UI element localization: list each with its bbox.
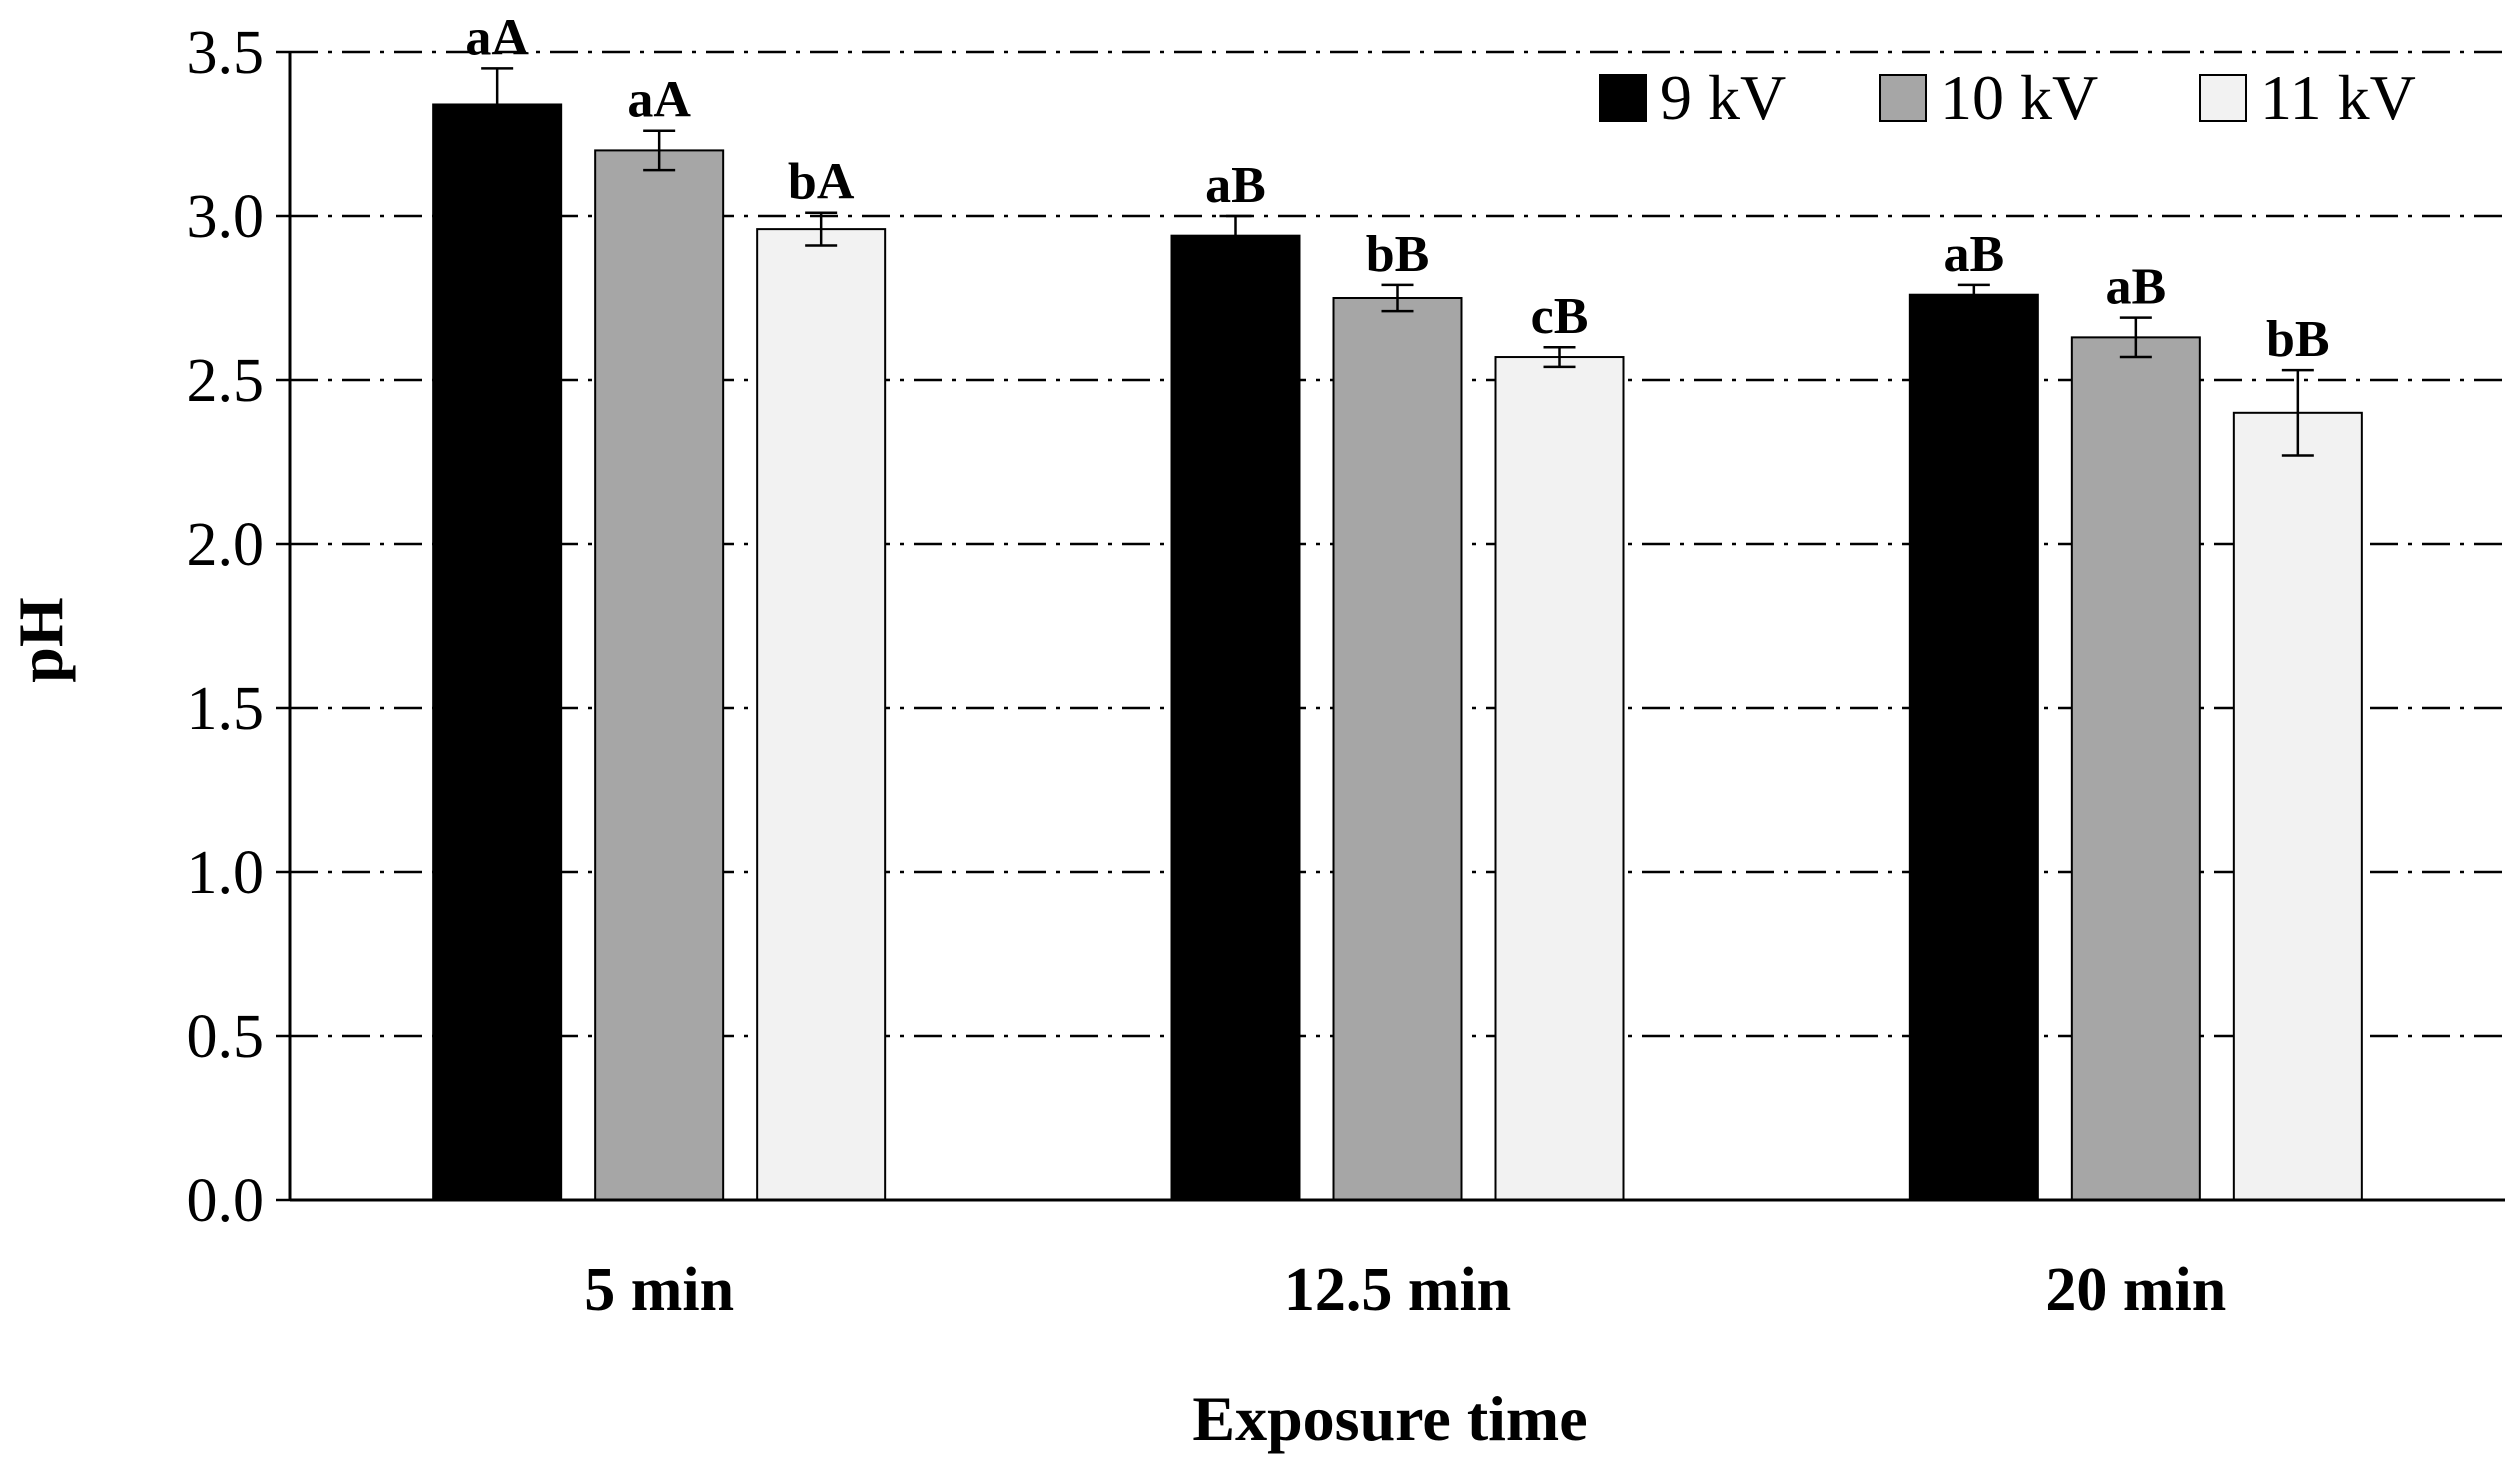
bar [1332,297,1463,1201]
y-tick-label: 2.0 [187,511,265,579]
bar [756,228,887,1201]
data-label: aA [465,9,529,66]
data-label: bB [1366,226,1430,283]
bar [594,149,725,1201]
legend-label: 10 kV [1940,62,2098,133]
bar [2070,336,2201,1201]
y-tick-label: 1.5 [187,675,265,743]
bar [432,103,563,1202]
y-tick-label: 3.5 [187,19,265,87]
bar [1908,293,2039,1202]
legend-swatch [1599,74,1647,122]
legend-label: 9 kV [1660,62,1786,133]
data-label: bB [2266,311,2330,368]
data-label: cB [1531,288,1589,345]
legend-swatch [2199,74,2247,122]
data-label: aA [627,72,691,129]
data-label: aB [2105,259,2166,316]
x-axis-title: Exposure time [1192,1383,1587,1454]
bars [432,67,2363,1202]
data-label: aB [1205,157,1266,214]
x-tick-label: 5 min [584,1256,734,1324]
x-tick-label: 12.5 min [1284,1256,1511,1324]
y-tick-label: 2.5 [187,347,265,415]
bar [1170,234,1301,1201]
bar [2232,411,2363,1201]
data-labels: aA aA bA aB bB cB aB aB bB [465,9,2329,368]
y-tick-label: 0.0 [187,1167,265,1235]
legend-swatch [1879,74,1927,122]
legend-label: 11 kV [2260,62,2416,133]
x-tick-label: 20 min [2045,1256,2226,1324]
data-label: bA [788,154,855,211]
y-axis-title: pH [5,597,76,682]
axes: 0.0 0.5 1.0 1.5 2.0 2.5 3.0 3.5 5 min 12.5 min 20 … [187,19,2505,1324]
legend: 9 kV 10 kV 11 kV [1599,62,2416,133]
y-tick-label: 0.5 [187,1003,265,1071]
data-label: aB [1943,226,2004,283]
y-tick-label: 3.0 [187,183,265,251]
y-tick-label: 1.0 [187,839,265,907]
bar [1494,356,1625,1202]
